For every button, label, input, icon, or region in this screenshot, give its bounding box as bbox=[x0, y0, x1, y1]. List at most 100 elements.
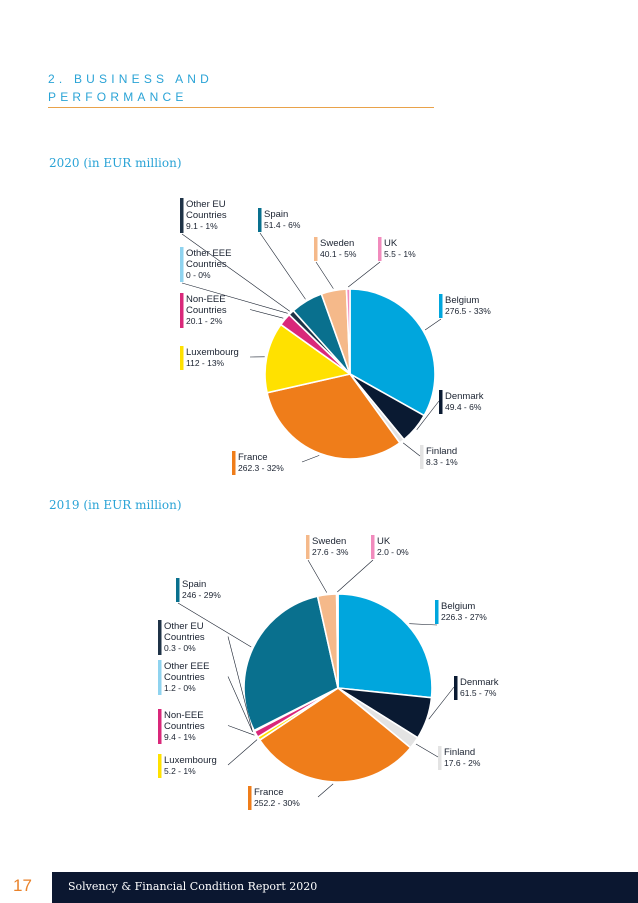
leader-line bbox=[227, 636, 253, 732]
legend-label-uk-2020: UK5.5 - 1% bbox=[348, 237, 416, 288]
legend-color-bar bbox=[314, 237, 318, 261]
legend-color-bar bbox=[371, 535, 375, 559]
legend-value: 262.3 - 32% bbox=[238, 463, 284, 473]
legend-name: UK bbox=[384, 238, 398, 249]
legend-value: 252.2 - 30% bbox=[254, 798, 300, 808]
pie-slice-luxembourg-2020 bbox=[264, 323, 352, 394]
legend-value: 112 - 13% bbox=[186, 358, 225, 368]
legend-value: 5.5 - 1% bbox=[384, 249, 416, 259]
legend-name: UK bbox=[377, 536, 391, 547]
legend-color-bar bbox=[439, 390, 443, 414]
leader-line bbox=[177, 602, 252, 648]
legend-name: Belgium bbox=[445, 295, 479, 306]
legend-color-bar bbox=[438, 746, 442, 770]
legend-name: Other EEE bbox=[164, 661, 209, 672]
legend-color-bar bbox=[435, 600, 439, 624]
pie-slice-france-2020 bbox=[266, 373, 401, 460]
legend-value: 40.1 - 5% bbox=[320, 249, 357, 259]
leader-line bbox=[249, 309, 284, 319]
legend-name: Countries bbox=[164, 632, 205, 643]
legend-name: France bbox=[238, 452, 268, 463]
leader-line bbox=[348, 261, 381, 288]
legend-value: 51.4 - 6% bbox=[264, 220, 301, 230]
legend-color-bar bbox=[439, 294, 443, 318]
legend-name: Luxembourg bbox=[186, 347, 239, 358]
legend-name: Non-EEE bbox=[186, 294, 226, 305]
legend-color-bar bbox=[158, 754, 162, 778]
leader-line bbox=[428, 686, 455, 720]
legend-value: 27.6 - 3% bbox=[312, 547, 349, 557]
pie-slice-belgium-2020 bbox=[349, 288, 436, 417]
legend-value: 2.0 - 0% bbox=[377, 547, 409, 557]
legend-value: 8.3 - 1% bbox=[426, 457, 458, 467]
leader-line bbox=[307, 559, 328, 593]
legend-name: Countries bbox=[164, 672, 205, 683]
legend-color-bar bbox=[420, 445, 424, 469]
legend-value: 9.4 - 1% bbox=[164, 732, 196, 742]
leader-line bbox=[227, 739, 258, 766]
legend-color-bar bbox=[378, 237, 382, 261]
legend-name: Other EU bbox=[186, 199, 226, 210]
section-divider bbox=[48, 107, 434, 108]
legend-value: 61.5 - 7% bbox=[460, 688, 497, 698]
legend-value: 0 - 0% bbox=[186, 270, 211, 280]
leader-line bbox=[227, 676, 253, 733]
footer-report-title: Solvency & Financial Condition Report 20… bbox=[68, 880, 318, 893]
chart-title-2019: 2019 (in EUR million) bbox=[49, 498, 182, 512]
footer-bar: Solvency & Financial Condition Report 20… bbox=[52, 872, 638, 903]
legend-name: Denmark bbox=[460, 677, 499, 688]
legend-name: Finland bbox=[444, 747, 475, 758]
legend-color-bar bbox=[180, 247, 184, 282]
legend-name: Spain bbox=[264, 209, 288, 220]
legend-name: Finland bbox=[426, 446, 457, 457]
legend-value: 17.6 - 2% bbox=[444, 758, 481, 768]
leader-line bbox=[424, 318, 442, 331]
legend-name: Countries bbox=[186, 259, 227, 270]
leader-line bbox=[402, 442, 421, 457]
leader-line bbox=[409, 623, 438, 626]
leader-line bbox=[181, 233, 290, 312]
pie-slice-uk-2020 bbox=[345, 288, 351, 375]
section-title-line2: PERFORMANCE bbox=[48, 90, 188, 104]
legend-color-bar bbox=[232, 451, 236, 475]
legend-value: 246 - 29% bbox=[182, 590, 221, 600]
legend-name: France bbox=[254, 787, 284, 798]
chart-title-2020: 2020 (in EUR million) bbox=[49, 156, 182, 170]
legend-value: 5.2 - 1% bbox=[164, 766, 196, 776]
leader-line bbox=[227, 725, 255, 736]
legend-name: Countries bbox=[186, 305, 227, 316]
legend-color-bar bbox=[454, 676, 458, 700]
legend-value: 9.1 - 1% bbox=[186, 221, 218, 231]
section-title: 2. BUSINESS AND PERFORMANCE bbox=[48, 70, 213, 106]
legend-name: Non-EEE bbox=[164, 710, 204, 721]
legend-color-bar bbox=[248, 786, 252, 810]
leader-line bbox=[259, 232, 306, 300]
legend-color-bar bbox=[158, 709, 162, 744]
legend-label-other-eu-countries-2020: Other EU Countries 9.1 - 1% bbox=[180, 198, 290, 312]
pie-slice-belgium-2019 bbox=[337, 593, 433, 699]
section-title-line1: 2. BUSINESS AND bbox=[48, 72, 214, 86]
legend-value: 276.5 - 33% bbox=[445, 306, 491, 316]
footer: 17 Solvency & Financial Condition Report… bbox=[0, 872, 638, 903]
legend-name: Countries bbox=[164, 721, 205, 732]
legend-name: Denmark bbox=[445, 391, 484, 402]
legend-color-bar bbox=[158, 620, 162, 655]
pie-slice-france-2019 bbox=[258, 687, 412, 783]
legend-value: 49.4 - 6% bbox=[445, 402, 482, 412]
legend-value: 226.3 - 27% bbox=[441, 612, 487, 622]
legend-name: Spain bbox=[182, 579, 206, 590]
